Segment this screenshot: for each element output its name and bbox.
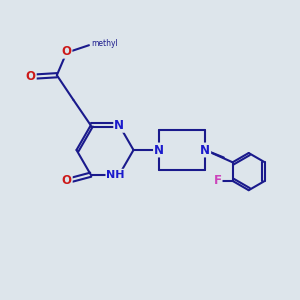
Text: methyl: methyl [92,39,118,48]
Text: F: F [214,174,222,188]
Text: N: N [114,119,124,132]
Text: N: N [154,143,164,157]
Text: NH: NH [106,170,125,180]
Text: O: O [61,45,71,58]
Text: O: O [62,174,72,187]
Text: O: O [26,70,36,83]
Text: N: N [200,143,210,157]
